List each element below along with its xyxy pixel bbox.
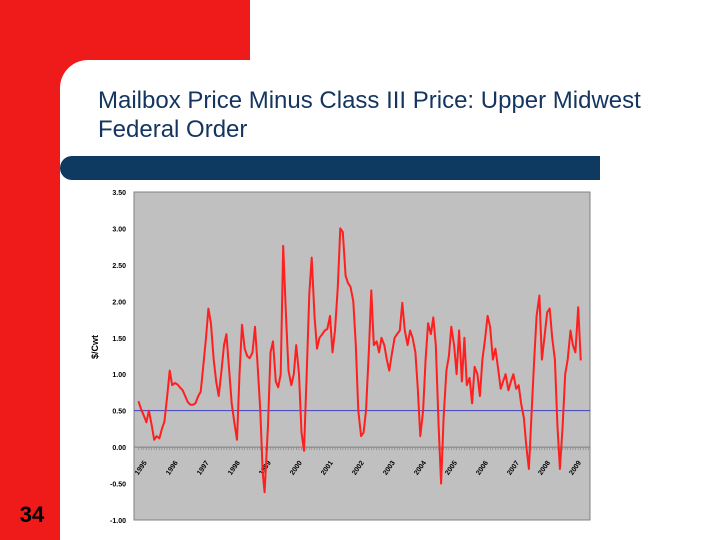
y-tick-label: 3.50 [112,190,126,197]
y-tick-label: 1.50 [112,336,126,343]
left-accent-bar [0,0,60,540]
y-tick-label: 0.00 [112,445,126,452]
slide-number: 34 [19,502,45,527]
series-line [137,227,582,494]
title-underline-band [60,156,600,180]
y-tick-label: 3.00 [112,226,126,233]
y-tick-label: 0.50 [112,409,126,416]
plot-area [133,191,591,521]
series-layer [137,227,582,494]
slide-title: Mailbox Price Minus Class III Price: Upp… [98,87,641,143]
y-tick-label: 2.00 [112,299,126,306]
y-tick-label: -1.00 [110,518,126,525]
y-axis-label: $/Cwt [90,335,100,359]
price-difference-chart: $/Cwt 3.50 3.00 2.50 2.00 1.50 1.00 0.50 0.00 -0… [90,190,591,525]
y-axis: 3.50 3.00 2.50 2.00 1.50 1.00 0.50 0.00 -0.50 -1.… [110,190,126,525]
y-tick-label: 2.50 [112,263,126,270]
y-tick-label: 1.00 [112,372,126,379]
y-tick-label: -0.50 [110,482,126,489]
zero-axis [134,446,590,451]
